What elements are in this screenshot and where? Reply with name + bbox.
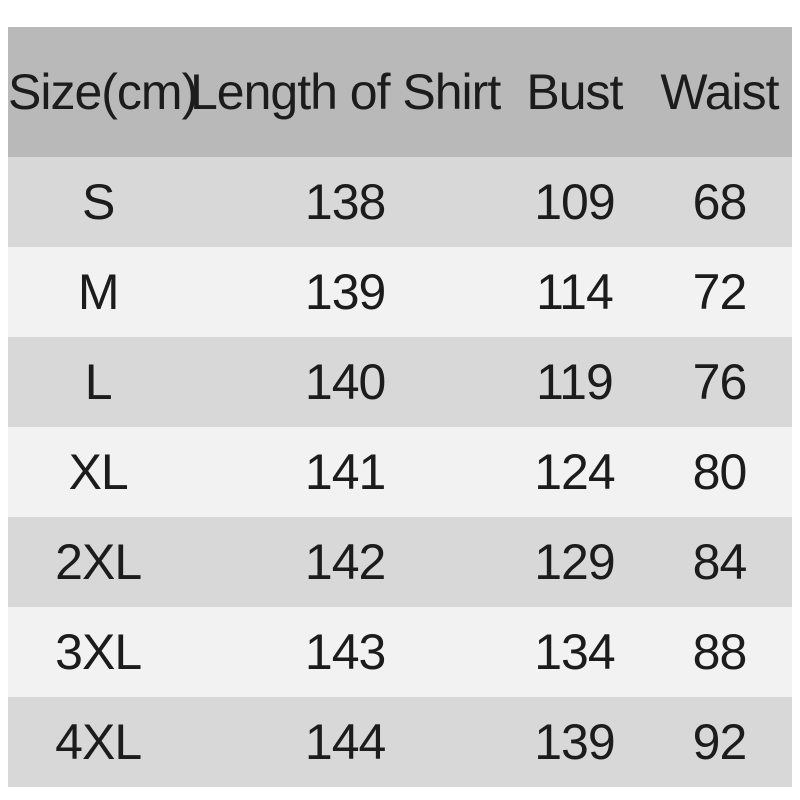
header-row: Size(cm) Length of Shirt Bust Waist — [8, 27, 792, 157]
waist-cell: 92 — [692, 714, 748, 770]
bust-cell: 119 — [536, 354, 614, 410]
size-cell: XL — [68, 444, 129, 500]
table-row: L 140 119 76 — [8, 337, 792, 427]
table-row: S 138 109 68 — [8, 157, 792, 247]
bust-cell: 134 — [534, 624, 615, 680]
size-cell: L — [84, 354, 113, 410]
table-row: 3XL 143 134 88 — [8, 607, 792, 697]
waist-cell: 88 — [692, 624, 748, 680]
column-header-bust: Bust — [526, 64, 623, 120]
bust-cell: 129 — [534, 534, 615, 590]
waist-cell: 68 — [692, 174, 748, 230]
table-row: 2XL 142 129 84 — [8, 517, 792, 607]
size-cell: 3XL — [55, 624, 142, 680]
waist-cell: 76 — [692, 354, 748, 410]
bust-cell: 109 — [534, 174, 615, 230]
size-cell: 4XL — [55, 714, 142, 770]
size-chart-header: Size(cm) Length of Shirt Bust Waist — [8, 27, 792, 157]
bust-cell: 124 — [534, 444, 615, 500]
size-cell: M — [77, 264, 120, 320]
waist-cell: 80 — [692, 444, 748, 500]
length-cell: 140 — [304, 354, 386, 410]
length-cell: 143 — [304, 624, 386, 680]
size-cell: S — [81, 174, 115, 230]
size-table-body: S 138 109 68 M 139 114 72 L 140 119 76 XL 141 124 80 2XL… — [8, 157, 792, 787]
bust-cell: 114 — [536, 264, 614, 320]
waist-cell: 84 — [692, 534, 748, 590]
size-cell: 2XL — [55, 534, 142, 590]
column-header-size: Size(cm) — [8, 64, 198, 120]
length-cell: 141 — [304, 444, 386, 500]
column-header-waist: Waist — [660, 64, 779, 120]
length-cell: 139 — [304, 264, 386, 320]
waist-cell: 72 — [692, 264, 748, 320]
length-cell: 144 — [304, 714, 386, 770]
column-header-length: Length of Shirt — [189, 64, 501, 120]
size-chart-table: Size(cm) Length of Shirt Bust Waist S 138… — [8, 27, 792, 787]
table-row: 4XL 144 139 92 — [8, 697, 792, 787]
bust-cell: 139 — [534, 714, 615, 770]
length-cell: 142 — [304, 534, 386, 590]
table-row: M 139 114 72 — [8, 247, 792, 337]
length-cell: 138 — [304, 174, 386, 230]
table-row: XL 141 124 80 — [8, 427, 792, 517]
